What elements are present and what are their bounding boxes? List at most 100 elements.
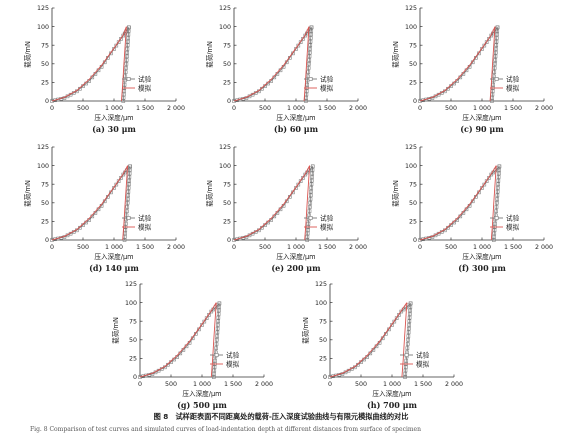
y-tick-label: 75 (41, 181, 49, 188)
experiment-point (493, 62, 497, 66)
y-tick-label: 75 (129, 318, 137, 325)
experiment-point (126, 197, 130, 201)
experiment-point (215, 330, 220, 335)
experiment-loading-line (233, 27, 312, 102)
experiment-point (492, 66, 497, 70)
y-tick-label: 50 (41, 200, 49, 207)
y-tick-label: 0 (45, 237, 49, 244)
legend-label: 模拟 (226, 359, 240, 368)
experiment-unloading-line (305, 27, 312, 102)
simulation-unloading-line (122, 165, 129, 241)
legend-label: 试验 (138, 74, 152, 83)
x-tick-label: 1 500 (136, 244, 154, 251)
experiment-point (309, 25, 314, 30)
simulation-unloading-line (489, 26, 496, 102)
experiment-point (495, 25, 500, 30)
experiment-unloading-line (124, 166, 131, 241)
experiment-point (309, 29, 314, 33)
x-tick-label: 1 000 (193, 381, 211, 388)
experiment-point (496, 175, 501, 179)
experiment-point (494, 36, 499, 40)
y-tick-label: 100 (219, 163, 231, 170)
x-tick-label: 1 500 (318, 105, 336, 112)
experiment-point (217, 301, 222, 306)
chart-panel: 0 500 1 000 1 500 2 000 0 25 50 75 100 125 压入深度/μm 载… (386, 141, 562, 281)
experiment-point (308, 39, 313, 44)
simulation-unloading-line (401, 302, 408, 378)
simulation-loading-line (419, 165, 497, 241)
experiment-point (310, 164, 315, 169)
simulation-loading-line (233, 165, 311, 241)
experiment-point (308, 47, 312, 51)
y-tick-label: 75 (223, 181, 231, 188)
x-tick-label: 0 (328, 381, 332, 388)
experiment-point (215, 338, 219, 342)
y-tick-label: 100 (405, 163, 417, 170)
experiment-unloading-line (491, 27, 498, 102)
x-axis-label: 压入深度/μm (182, 389, 221, 398)
chart-panel: 0 500 1 000 1 500 2 000 0 25 50 75 100 125 压入深度/μm 载… (18, 2, 198, 142)
x-tick-label: 2 000 (349, 244, 367, 251)
y-tick-label: 75 (319, 318, 327, 325)
experiment-point (126, 39, 130, 44)
experiment-point (492, 70, 497, 74)
simulation-unloading-line (304, 165, 311, 241)
experiment-point (309, 182, 314, 186)
x-tick-label: 0 (418, 244, 422, 251)
experiment-point (125, 54, 129, 59)
y-axis-label: 载荷/mN (111, 317, 120, 344)
y-tick-label: 125 (125, 281, 137, 288)
legend-marker (126, 216, 131, 220)
experiment-point (216, 319, 220, 323)
experiment-point (307, 50, 312, 55)
experiment-point (215, 334, 219, 338)
experiment-point (214, 346, 218, 350)
x-tick-label: 1 000 (105, 244, 123, 251)
y-tick-label: 50 (41, 61, 49, 68)
legend-marker (214, 353, 219, 357)
experiment-point (307, 54, 312, 59)
x-tick-label: 0 (418, 105, 422, 112)
x-axis-label: 压入深度/μm (276, 113, 315, 122)
experiment-point (126, 189, 131, 194)
experiment-point (494, 39, 499, 44)
experiment-point (124, 213, 129, 218)
simulation-unloading-line (490, 165, 497, 241)
x-tick-label: 500 (445, 244, 457, 251)
experiment-loading-line (419, 27, 498, 102)
experiment-point (127, 182, 131, 186)
experiment-point (493, 50, 498, 55)
experiment-point (127, 25, 131, 30)
x-tick-label: 500 (355, 381, 367, 388)
experiment-point (404, 305, 408, 310)
legend-label: 试验 (138, 213, 152, 222)
x-tick-label: 1 000 (287, 244, 305, 251)
experiment-point (310, 175, 314, 179)
experiment-point (407, 326, 411, 331)
y-tick-label: 125 (315, 281, 327, 288)
y-tick-label: 50 (409, 200, 417, 207)
legend-marker (404, 353, 409, 357)
experiment-loading-line (51, 27, 130, 102)
y-tick-label: 125 (37, 5, 49, 12)
chart-panel: 0 500 1 000 1 500 2 000 0 25 50 75 100 125 压入深度/μm 载… (200, 141, 380, 281)
legend-marker (126, 77, 131, 81)
experiment-point (307, 62, 311, 66)
experiment-point (309, 189, 313, 194)
y-tick-label: 0 (45, 98, 49, 105)
x-tick-label: 1 500 (224, 381, 242, 388)
experiment-unloading-line (122, 27, 130, 102)
experiment-unloading-line (404, 303, 411, 378)
y-tick-label: 100 (219, 24, 231, 31)
x-tick-label: 500 (259, 244, 271, 251)
y-tick-label: 0 (227, 98, 231, 105)
experiment-point (308, 36, 313, 40)
experiment-point (407, 315, 412, 320)
experiment-unloading-line (213, 303, 220, 378)
experiment-point (123, 74, 128, 79)
experiment-point (212, 375, 216, 379)
experiment-point (306, 74, 310, 79)
x-tick-label: 1 000 (105, 105, 123, 112)
experiment-point (407, 319, 412, 323)
x-axis-label: 压入深度/μm (276, 252, 315, 261)
